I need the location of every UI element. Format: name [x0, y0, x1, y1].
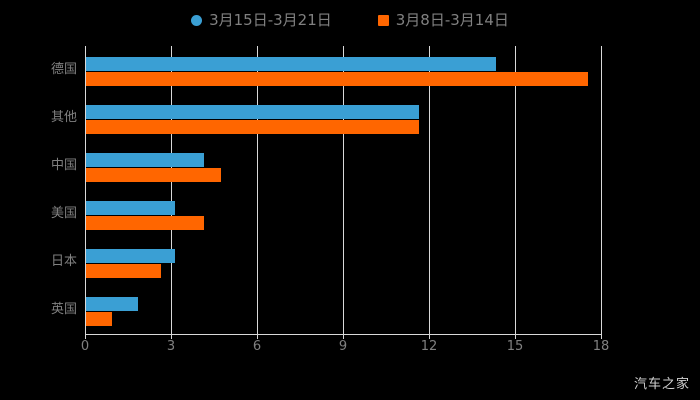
y-axis-category-label: 英国 — [50, 302, 77, 317]
bar-美国-series-0[interactable] — [86, 201, 175, 215]
x-axis-tick-label: 18 — [592, 339, 610, 354]
bar-其他-series-1[interactable] — [86, 120, 419, 134]
y-axis-category-label: 其他 — [50, 110, 77, 125]
x-axis-tick — [515, 334, 516, 339]
y-axis-category-label: 中国 — [50, 158, 77, 173]
gridline — [343, 46, 344, 334]
bar-中国-series-0[interactable] — [86, 153, 204, 167]
gridline — [515, 46, 516, 334]
x-axis-tick — [257, 334, 258, 339]
x-axis-tick — [601, 334, 602, 339]
bar-其他-series-0[interactable] — [86, 105, 419, 119]
legend-item-series-0[interactable]: 3月15日-3月21日 — [191, 10, 332, 29]
x-axis-labels: 0 3 6 9 12 15 18 — [81, 339, 625, 360]
category-band — [86, 46, 601, 94]
category-band — [86, 94, 601, 142]
y-axis-labels: 德国其他中国美国日本英国 — [0, 46, 77, 334]
x-axis-tick-label: 6 — [252, 339, 262, 354]
x-axis-tick — [343, 334, 344, 339]
x-axis-tick — [429, 334, 430, 339]
bar-德国-series-0[interactable] — [86, 57, 496, 71]
category-band — [86, 142, 601, 190]
x-axis-tick-label: 3 — [166, 339, 176, 354]
x-axis-tick — [171, 334, 172, 339]
watermark: 汽车之家 — [633, 377, 690, 392]
bar-英国-series-0[interactable] — [86, 297, 138, 311]
bar-中国-series-1[interactable] — [86, 168, 221, 182]
bar-美国-series-1[interactable] — [86, 216, 204, 230]
legend-marker-square-icon — [377, 14, 389, 26]
bar-日本-series-1[interactable] — [86, 264, 161, 278]
legend-label-series-0: 3月15日-3月21日 — [209, 10, 332, 29]
gridline — [429, 46, 430, 334]
bar-德国-series-1[interactable] — [86, 72, 588, 86]
x-axis-tick-label: 12 — [420, 339, 438, 354]
gridline — [257, 46, 258, 334]
gridline — [601, 46, 602, 334]
legend-label-series-1: 3月8日-3月14日 — [395, 10, 509, 29]
x-axis-tick — [85, 334, 86, 339]
category-band — [86, 190, 601, 238]
x-axis-tick-label: 0 — [80, 339, 90, 354]
legend-marker-circle-icon — [191, 14, 203, 26]
bar-日本-series-0[interactable] — [86, 249, 175, 263]
bar-英国-series-1[interactable] — [86, 312, 112, 326]
gridline — [171, 46, 172, 334]
chart-legend: 3月15日-3月21日 3月8日-3月14日 — [0, 6, 700, 34]
legend-item-series-1[interactable]: 3月8日-3月14日 — [377, 10, 509, 29]
y-axis-line — [85, 46, 86, 334]
y-axis-category-label: 日本 — [50, 254, 77, 269]
y-axis-category-label: 德国 — [50, 62, 77, 77]
category-band — [86, 286, 601, 334]
x-axis-tick-label: 9 — [338, 339, 348, 354]
plot-area — [85, 46, 602, 339]
y-axis-category-label: 美国 — [50, 206, 77, 221]
category-band — [86, 238, 601, 286]
x-axis-tick-label: 15 — [506, 339, 524, 354]
